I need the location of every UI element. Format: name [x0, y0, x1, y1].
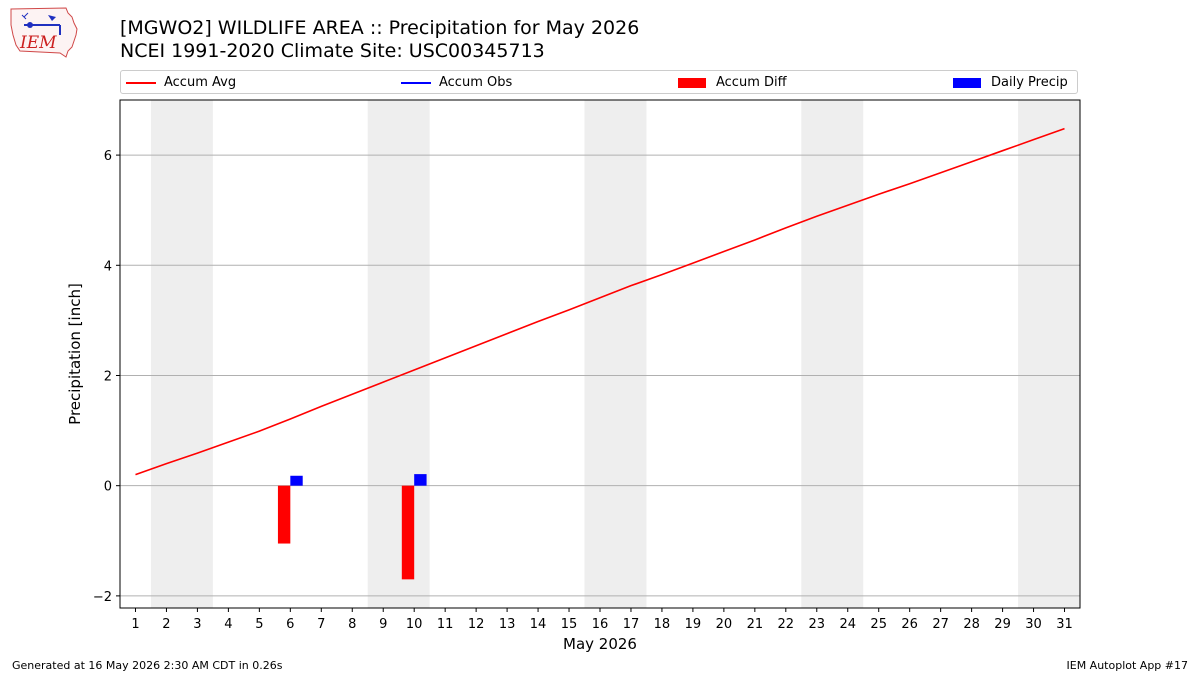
- legend-swatch-accum-obs: [401, 82, 431, 84]
- y-tick-label: 2: [104, 369, 112, 384]
- x-tick-label: 13: [499, 617, 516, 632]
- x-tick-label: 1: [131, 617, 139, 632]
- chart-title: [MGWO2] WILDLIFE AREA :: Precipitation f…: [120, 17, 640, 39]
- legend-label-accum-diff: Accum Diff: [716, 75, 787, 90]
- legend-swatch-accum-avg: [126, 82, 156, 84]
- x-tick-label: 25: [870, 617, 887, 632]
- lines: [135, 127, 1065, 476]
- legend-swatch-accum-diff: [678, 78, 706, 88]
- iem-logo: IEM: [10, 7, 78, 58]
- y-tick-label: 6: [104, 149, 112, 164]
- weekend-band-4: [1018, 100, 1080, 608]
- x-tick-label: 10: [406, 617, 423, 632]
- x-tick-label: 20: [716, 617, 733, 632]
- weekend-band-1: [367, 100, 430, 608]
- y-tick-label: −2: [93, 590, 112, 605]
- weekend-band-0: [150, 100, 213, 608]
- weekend-band-3: [801, 100, 864, 608]
- bar-daily-precip: [290, 475, 303, 486]
- x-tick-label: 11: [437, 617, 454, 632]
- x-tick-label: 23: [809, 617, 826, 632]
- footer-app: IEM Autoplot App #17: [1066, 659, 1189, 672]
- weekend-band-2: [584, 100, 647, 608]
- y-tick-label: 4: [104, 259, 112, 274]
- line-accum-avg: [135, 127, 1065, 476]
- x-tick-label: 4: [224, 617, 232, 632]
- x-tick-label: 7: [317, 617, 325, 632]
- x-tick-label: 16: [592, 617, 609, 632]
- x-tick-label: 29: [994, 617, 1011, 632]
- bar-accum-diff: [401, 485, 415, 580]
- x-tick-label: 15: [561, 617, 578, 632]
- legend-swatch-daily-precip: [953, 78, 981, 88]
- x-tick-label: 9: [379, 617, 387, 632]
- bar-daily-precip: [414, 474, 427, 486]
- x-tick-label: 28: [963, 617, 980, 632]
- x-tick-label: 2: [162, 617, 170, 632]
- x-tick-label: 12: [468, 617, 485, 632]
- x-tick-label: 18: [654, 617, 671, 632]
- x-tick-label: 30: [1025, 617, 1042, 632]
- ticks: 1 2 3 4 5 6 7 8 9 10 11 12 13 14 15 16 17 18 19 20 21 22 23 24 2…: [93, 149, 1073, 632]
- weekend-shading: [150, 100, 1080, 608]
- x-tick-label: 8: [348, 617, 356, 632]
- x-tick-label: 14: [530, 617, 547, 632]
- x-axis-label: May 2026: [563, 635, 637, 653]
- x-tick-label: 5: [255, 617, 263, 632]
- x-tick-label: 6: [286, 617, 294, 632]
- x-tick-label: 21: [747, 617, 764, 632]
- chart-subtitle: NCEI 1991-2020 Climate Site: USC00345713: [120, 40, 545, 62]
- y-tick-label: 0: [104, 480, 112, 495]
- y-axis-label: Precipitation [inch]: [66, 283, 84, 425]
- x-tick-label: 27: [932, 617, 949, 632]
- logo-text: IEM: [19, 33, 57, 53]
- legend-label-accum-obs: Accum Obs: [439, 75, 513, 90]
- x-tick-label: 22: [778, 617, 795, 632]
- legend-label-daily-precip: Daily Precip: [991, 75, 1068, 90]
- x-tick-label: 19: [685, 617, 702, 632]
- legend: Accum Avg Accum Obs Accum Diff Daily Pre…: [120, 70, 1078, 94]
- x-tick-label: 24: [839, 617, 856, 632]
- bar-accum-diff: [277, 485, 291, 544]
- legend-label-accum-avg: Accum Avg: [164, 75, 237, 90]
- x-tick-label: 3: [193, 617, 201, 632]
- x-tick-label: 31: [1056, 617, 1073, 632]
- bars: [277, 474, 427, 580]
- footer-generated: Generated at 16 May 2026 2:30 AM CDT in …: [12, 659, 283, 672]
- x-tick-label: 26: [901, 617, 918, 632]
- x-tick-label: 17: [623, 617, 640, 632]
